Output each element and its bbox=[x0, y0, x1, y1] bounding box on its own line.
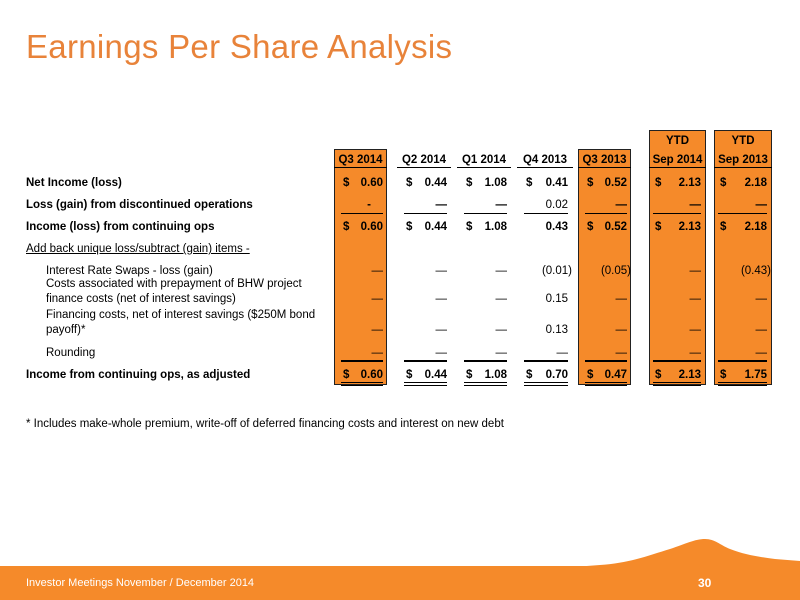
column-header-sep-2013: Sep 2013 bbox=[718, 154, 768, 166]
q3-2014-column-highlight bbox=[334, 149, 387, 385]
mountain-logo-icon bbox=[560, 539, 800, 568]
row-label-financing-line1: Financing costs, net of interest savings… bbox=[46, 309, 316, 321]
currency-symbol: $ bbox=[720, 369, 727, 381]
currency-symbol: $ bbox=[655, 177, 662, 189]
footnote: * Includes make-whole premium, write-off… bbox=[26, 418, 504, 430]
page-title: Earnings Per Share Analysis bbox=[26, 28, 453, 65]
column-header-q3-2014: Q3 2014 bbox=[338, 154, 383, 166]
ytd-header-sep-2014: YTD bbox=[666, 135, 689, 147]
row-label-adjusted: Income from continuing ops, as adjusted bbox=[26, 369, 251, 381]
row-label-net-income: Net Income (loss) bbox=[26, 177, 122, 189]
currency-symbol: $ bbox=[406, 221, 413, 233]
currency-symbol: $ bbox=[466, 177, 473, 189]
currency-symbol: $ bbox=[406, 177, 413, 189]
column-header-q3-2013: Q3 2013 bbox=[582, 154, 627, 166]
q3-2013-column-highlight bbox=[578, 149, 631, 385]
currency-symbol: $ bbox=[343, 221, 350, 233]
footer-band bbox=[0, 566, 800, 600]
row-label-continuing: Income (loss) from continuing ops bbox=[26, 221, 215, 233]
column-header-q4-2013: Q4 2013 bbox=[522, 154, 568, 166]
currency-symbol: $ bbox=[587, 369, 594, 381]
row-label-bhw-line2: finance costs (net of interest savings) bbox=[46, 293, 236, 305]
currency-symbol: $ bbox=[655, 369, 662, 381]
ytd-header-sep-2013: YTD bbox=[731, 135, 755, 147]
row-label-rounding: Rounding bbox=[46, 347, 96, 359]
currency-symbol: $ bbox=[655, 221, 662, 233]
currency-symbol: $ bbox=[526, 177, 533, 189]
ytd-sep-2014-column-highlight bbox=[649, 130, 706, 385]
ytd-sep-2013-column-highlight bbox=[714, 130, 772, 385]
column-header-sep-2014: Sep 2014 bbox=[652, 154, 703, 166]
page-number: 30 bbox=[698, 576, 712, 590]
currency-symbol: $ bbox=[343, 369, 350, 381]
row-label-financing-line2: payoff)* bbox=[46, 324, 86, 336]
row-label-discontinued: Loss (gain) from discontinued operations bbox=[26, 199, 253, 211]
currency-symbol: $ bbox=[466, 369, 473, 381]
currency-symbol: $ bbox=[587, 177, 594, 189]
row-label-addback: Add back unique loss/subtract (gain) ite… bbox=[26, 243, 250, 255]
currency-symbol: $ bbox=[466, 221, 473, 233]
column-header-q2-2014: Q2 2014 bbox=[401, 154, 447, 166]
row-label-bhw-line1: Costs associated with prepayment of BHW … bbox=[46, 278, 302, 290]
currency-symbol: $ bbox=[343, 177, 350, 189]
row-label-swaps: Interest Rate Swaps - loss (gain) bbox=[46, 265, 213, 277]
currency-symbol: $ bbox=[720, 177, 727, 189]
currency-symbol: $ bbox=[406, 369, 413, 381]
footer-text: Investor Meetings November / December 20… bbox=[26, 577, 255, 589]
currency-symbol: $ bbox=[526, 369, 533, 381]
column-header-q1-2014: Q1 2014 bbox=[461, 154, 507, 166]
currency-symbol: $ bbox=[720, 221, 727, 233]
currency-symbol: $ bbox=[587, 221, 594, 233]
